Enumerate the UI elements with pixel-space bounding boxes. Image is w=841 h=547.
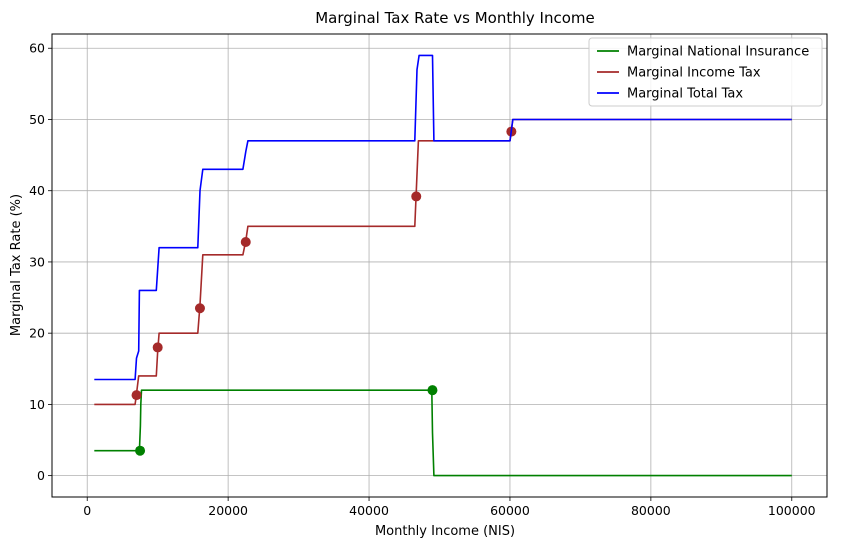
series-marker-1 [152,342,163,353]
y-tick-label: 50 [29,112,45,127]
y-tick-label: 30 [29,254,45,269]
x-tick-label: 100000 [768,503,816,518]
legend: Marginal National Insurance Marginal Inco… [588,37,823,107]
y-axis-title: Marginal Tax Rate (%) [9,194,24,336]
chart-title: Marginal Tax Rate vs Monthly Income [315,9,595,27]
plot-frame [51,33,828,498]
x-tick-label: 60000 [490,503,530,518]
series-line-2 [94,54,792,381]
series-line-0 [94,389,792,477]
legend-label-2: Marginal Total Tax [627,87,743,102]
series-marker-1 [194,303,205,314]
series-marker-1 [411,191,422,202]
x-tick-label: 0 [83,503,91,518]
y-tick-label: 40 [29,183,45,198]
x-tick-label: 40000 [349,503,389,518]
axis-ticks: 0 20000 40000 60000 80000 100000 0 10 20 30 40 50 60 [29,41,816,518]
plot-series [94,54,792,477]
y-tick-label: 20 [29,326,45,341]
legend-label-0: Marginal National Insurance [627,45,809,60]
y-tick-label: 10 [29,397,45,412]
y-tick-label: 60 [29,41,45,56]
series-marker-1 [131,390,142,401]
legend-label-1: Marginal Income Tax [627,66,761,81]
series-marker-1 [240,236,251,247]
x-tick-label: 20000 [208,503,248,518]
y-tick-label: 0 [37,468,45,483]
series-marker-0 [427,385,438,396]
x-tick-label: 80000 [631,503,671,518]
series-marker-0 [135,445,146,456]
x-axis-title: Monthly Income (NIS) [375,524,515,539]
legend-box [588,37,823,107]
